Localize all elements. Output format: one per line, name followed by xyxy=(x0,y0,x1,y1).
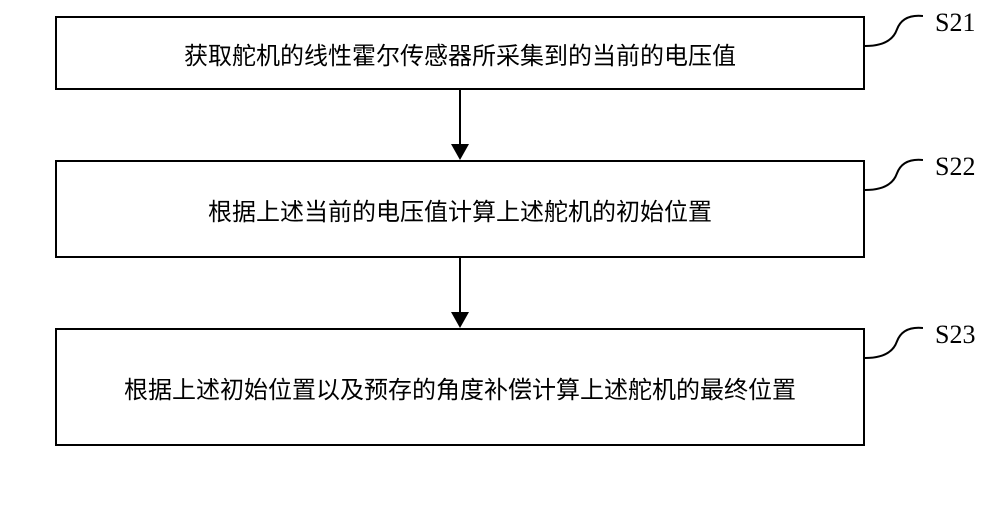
step-label: S23 xyxy=(935,320,975,350)
step-label: S22 xyxy=(935,152,975,182)
flow-step-text: 根据上述当前的电压值计算上述舵机的初始位置 xyxy=(208,192,712,227)
flow-arrow xyxy=(55,258,865,328)
flow-step-box: 根据上述当前的电压值计算上述舵机的初始位置 xyxy=(55,160,865,258)
flow-step-text: 获取舵机的线性霍尔传感器所采集到的当前的电压值 xyxy=(184,36,736,71)
arrow-down-icon xyxy=(440,90,480,160)
flow-step-text: 根据上述初始位置以及预存的角度补偿计算上述舵机的最终位置 xyxy=(124,370,796,405)
flowchart-container: 获取舵机的线性霍尔传感器所采集到的当前的电压值 根据上述当前的电压值计算上述舵机… xyxy=(55,16,865,446)
callout-curve-icon xyxy=(865,324,923,362)
flow-step-box: 根据上述初始位置以及预存的角度补偿计算上述舵机的最终位置 xyxy=(55,328,865,446)
callout-curve-icon xyxy=(865,156,923,194)
arrow-down-icon xyxy=(440,258,480,328)
callout-curve-icon xyxy=(865,12,923,50)
flow-step-box: 获取舵机的线性霍尔传感器所采集到的当前的电压值 xyxy=(55,16,865,90)
step-label: S21 xyxy=(935,8,975,38)
flow-arrow xyxy=(55,90,865,160)
